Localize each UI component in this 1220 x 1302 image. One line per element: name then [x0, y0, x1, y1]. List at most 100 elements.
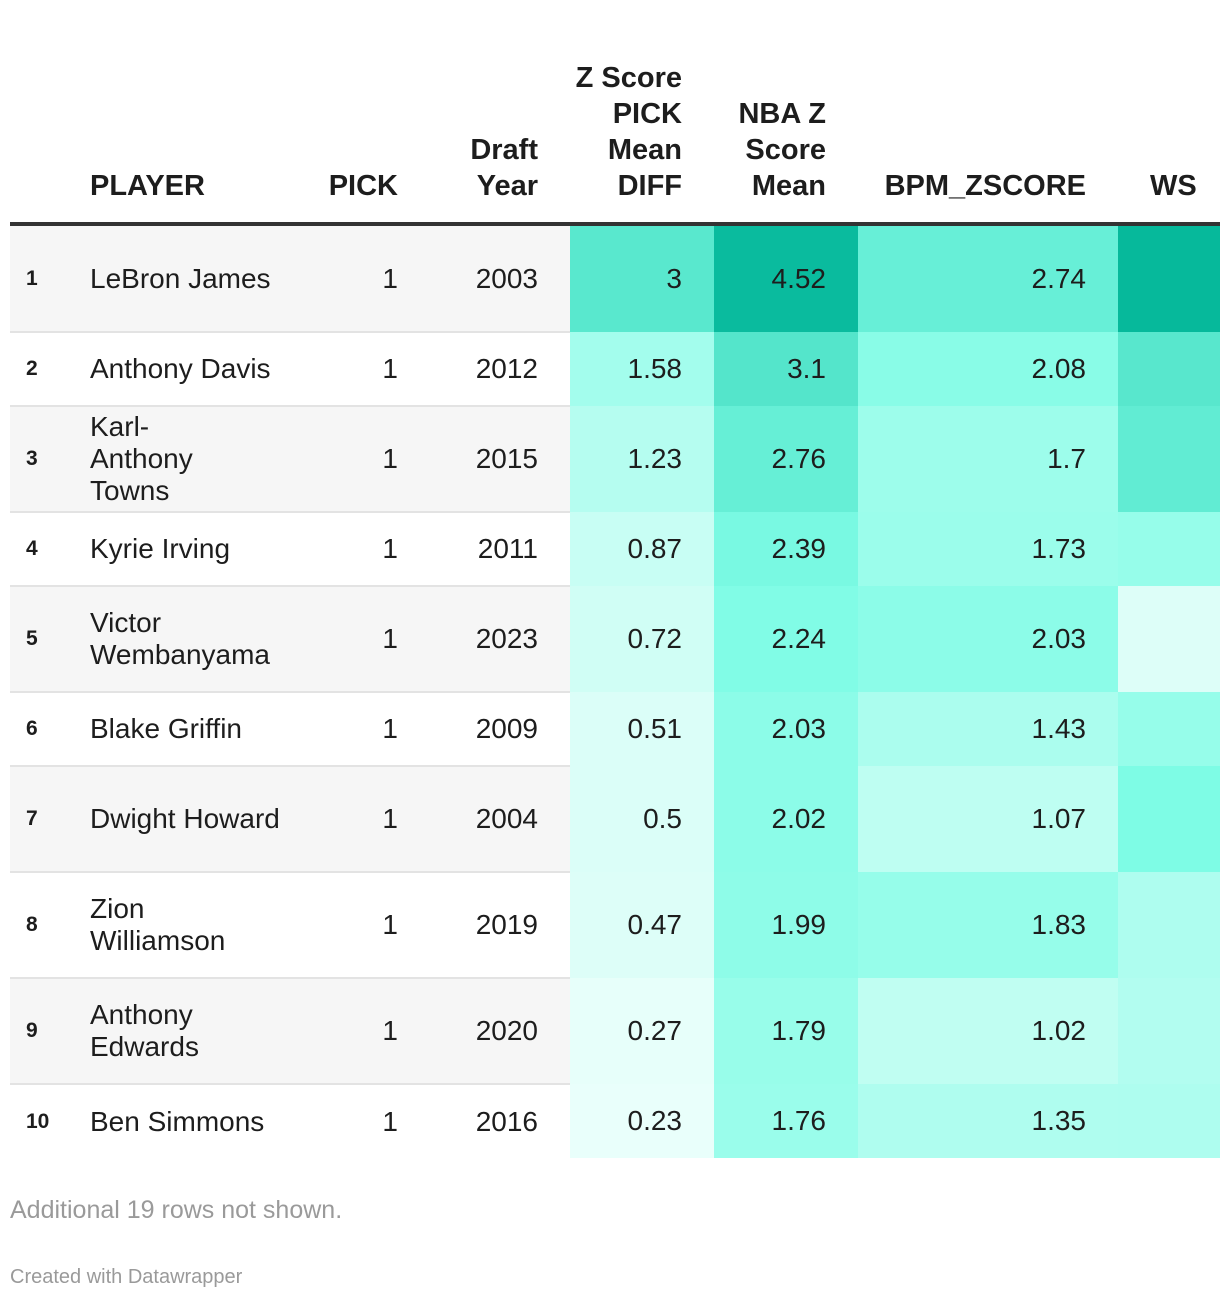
- table-row: 9 Anthony Edwards 1 2020 0.27 1.79 1.02: [10, 978, 1220, 1085]
- z-mean-cell: 2.02: [714, 766, 858, 872]
- pick-cell: 1: [290, 512, 430, 587]
- table-row: 3 Karl-Anthony Towns 1 2015 1.23 2.76 1.7: [10, 406, 1220, 513]
- z-diff-cell: 0.5: [570, 766, 714, 872]
- bpm-cell: 1.7: [858, 406, 1118, 512]
- pick-cell: 1: [290, 224, 430, 333]
- ws-cell: [1118, 692, 1220, 766]
- table-row: 4 Kyrie Irving 1 2011 0.87 2.39 1.73: [10, 512, 1220, 587]
- player-cell: Blake Griffin: [90, 692, 290, 767]
- rank-cell: 6: [10, 692, 90, 767]
- player-cell: Anthony Davis: [90, 332, 290, 407]
- rank-cell: 5: [10, 586, 90, 693]
- pick-cell: 1: [290, 692, 430, 767]
- bpm-cell: 2.74: [858, 224, 1118, 332]
- header-row: PLAYER PICK Draft Year Z Score PICK Mean…: [10, 0, 1220, 226]
- rank-cell: 3: [10, 406, 90, 513]
- table-row: 7 Dwight Howard 1 2004 0.5 2.02 1.07: [10, 766, 1220, 873]
- pick-cell: 1: [290, 872, 430, 979]
- draft-year-cell: 2004: [430, 766, 570, 873]
- rank-cell: 9: [10, 978, 90, 1085]
- z-mean-cell: 2.24: [714, 586, 858, 692]
- rank-cell: 2: [10, 332, 90, 407]
- z-diff-cell: 1.58: [570, 332, 714, 406]
- player-cell: Anthony Edwards: [90, 978, 290, 1085]
- z-diff-cell: 0.72: [570, 586, 714, 692]
- draft-year-cell: 2011: [430, 512, 570, 587]
- header-rank: [10, 0, 90, 226]
- rank-cell: 10: [10, 1084, 90, 1158]
- player-cell: Karl-Anthony Towns: [90, 406, 290, 513]
- header-z-diff[interactable]: Z Score PICK Mean DIFF: [570, 0, 714, 226]
- player-cell: LeBron James: [90, 224, 290, 333]
- pick-cell: 1: [290, 766, 430, 873]
- header-ws[interactable]: WS: [1118, 0, 1220, 226]
- pick-cell: 1: [290, 406, 430, 513]
- z-mean-cell: 1.76: [714, 1084, 858, 1158]
- z-diff-cell: 0.51: [570, 692, 714, 766]
- ws-cell: [1118, 406, 1220, 512]
- bpm-cell: 2.03: [858, 586, 1118, 692]
- draft-year-cell: 2019: [430, 872, 570, 979]
- rows-not-shown-note: Additional 19 rows not shown.: [10, 1196, 343, 1224]
- z-mean-cell: 1.99: [714, 872, 858, 978]
- table-row: 6 Blake Griffin 1 2009 0.51 2.03 1.43: [10, 692, 1220, 767]
- z-diff-cell: 0.47: [570, 872, 714, 978]
- player-cell: Zion Williamson: [90, 872, 290, 979]
- player-cell: Dwight Howard: [90, 766, 290, 873]
- table-body: 1 LeBron James 1 2003 3 4.52 2.74 2 Anthony Davi…: [10, 224, 1220, 1158]
- table-row: 10 Ben Simmons 1 2016 0.23 1.76 1.35: [10, 1084, 1220, 1158]
- draft-year-cell: 2023: [430, 586, 570, 693]
- bpm-cell: 2.08: [858, 332, 1118, 406]
- table-row: 5 Victor Wembanyama 1 2023 0.72 2.24 2.03: [10, 586, 1220, 693]
- ws-cell: [1118, 224, 1220, 332]
- bpm-cell: 1.83: [858, 872, 1118, 978]
- table-row: 8 Zion Williamson 1 2019 0.47 1.99 1.83: [10, 872, 1220, 979]
- table-row: 2 Anthony Davis 1 2012 1.58 3.1 2.08: [10, 332, 1220, 407]
- draft-year-cell: 2003: [430, 224, 570, 333]
- rank-cell: 8: [10, 872, 90, 979]
- ws-cell: [1118, 332, 1220, 406]
- bpm-cell: 1.43: [858, 692, 1118, 766]
- z-diff-cell: 1.23: [570, 406, 714, 512]
- z-mean-cell: 4.52: [714, 224, 858, 332]
- z-diff-cell: 0.23: [570, 1084, 714, 1158]
- pick-cell: 1: [290, 332, 430, 407]
- header-pick[interactable]: PICK: [290, 0, 430, 226]
- z-diff-cell: 3: [570, 224, 714, 332]
- bpm-cell: 1.07: [858, 766, 1118, 872]
- player-cell: Kyrie Irving: [90, 512, 290, 587]
- header-player[interactable]: PLAYER: [90, 0, 290, 226]
- pick-cell: 1: [290, 586, 430, 693]
- draft-year-cell: 2009: [430, 692, 570, 767]
- player-cell: Victor Wembanyama: [90, 586, 290, 693]
- header-draft-year[interactable]: Draft Year: [430, 0, 570, 226]
- pick-cell: 1: [290, 978, 430, 1085]
- z-mean-cell: 1.79: [714, 978, 858, 1084]
- rank-cell: 4: [10, 512, 90, 587]
- header-bpm[interactable]: BPM_ZSCORE: [858, 0, 1118, 226]
- ws-cell: [1118, 978, 1220, 1084]
- draft-year-cell: 2016: [430, 1084, 570, 1158]
- bpm-cell: 1.35: [858, 1084, 1118, 1158]
- z-mean-cell: 3.1: [714, 332, 858, 406]
- rank-cell: 7: [10, 766, 90, 873]
- bpm-cell: 1.02: [858, 978, 1118, 1084]
- pick-cell: 1: [290, 1084, 430, 1158]
- draft-year-cell: 2015: [430, 406, 570, 513]
- draft-year-cell: 2020: [430, 978, 570, 1085]
- ws-cell: [1118, 586, 1220, 692]
- draft-year-cell: 2012: [430, 332, 570, 407]
- z-diff-cell: 0.87: [570, 512, 714, 586]
- table-row: 1 LeBron James 1 2003 3 4.52 2.74: [10, 224, 1220, 333]
- player-table: PLAYER PICK Draft Year Z Score PICK Mean…: [10, 0, 1220, 1158]
- z-mean-cell: 2.39: [714, 512, 858, 586]
- header-z-mean[interactable]: NBA Z Score Mean: [714, 0, 858, 226]
- ws-cell: [1118, 872, 1220, 978]
- z-mean-cell: 2.76: [714, 406, 858, 512]
- datawrapper-credit[interactable]: Created with Datawrapper: [10, 1266, 243, 1288]
- ws-cell: [1118, 512, 1220, 586]
- player-cell: Ben Simmons: [90, 1084, 290, 1158]
- data-table-container[interactable]: PLAYER PICK Draft Year Z Score PICK Mean…: [10, 0, 1220, 1176]
- ws-cell: [1118, 1084, 1220, 1158]
- z-mean-cell: 2.03: [714, 692, 858, 766]
